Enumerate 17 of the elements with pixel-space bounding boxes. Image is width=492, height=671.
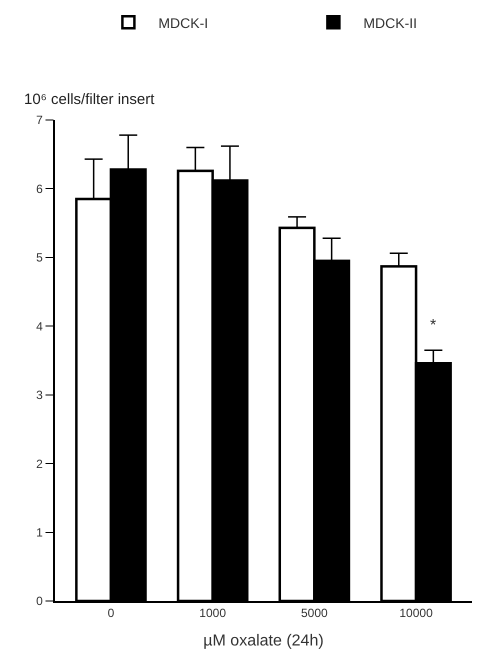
legend-label: MDCK-II bbox=[363, 14, 418, 31]
y-tick-label: 0 bbox=[36, 594, 44, 608]
x-tick-label: 1000 bbox=[199, 606, 226, 620]
y-tick-label: 6 bbox=[36, 182, 44, 196]
y-axis-title: 10⁶ cells/filter insert bbox=[24, 91, 156, 108]
y-tick-label: 3 bbox=[36, 388, 44, 402]
y-tick-label: 5 bbox=[36, 250, 44, 265]
x-tick-label: 5000 bbox=[301, 606, 328, 620]
y-tick-label: 2 bbox=[36, 456, 44, 471]
y-tick-label: 1 bbox=[36, 525, 44, 540]
x-axis-title: µM oxalate (24h) bbox=[203, 632, 324, 650]
annotation: * bbox=[430, 317, 436, 334]
y-tick-label: 4 bbox=[36, 319, 44, 334]
legend-label: MDCK-I bbox=[158, 14, 208, 31]
x-tick-label: 0 bbox=[108, 606, 115, 620]
x-tick-label: 10000 bbox=[399, 606, 434, 620]
y-tick-label: 7 bbox=[36, 113, 44, 128]
